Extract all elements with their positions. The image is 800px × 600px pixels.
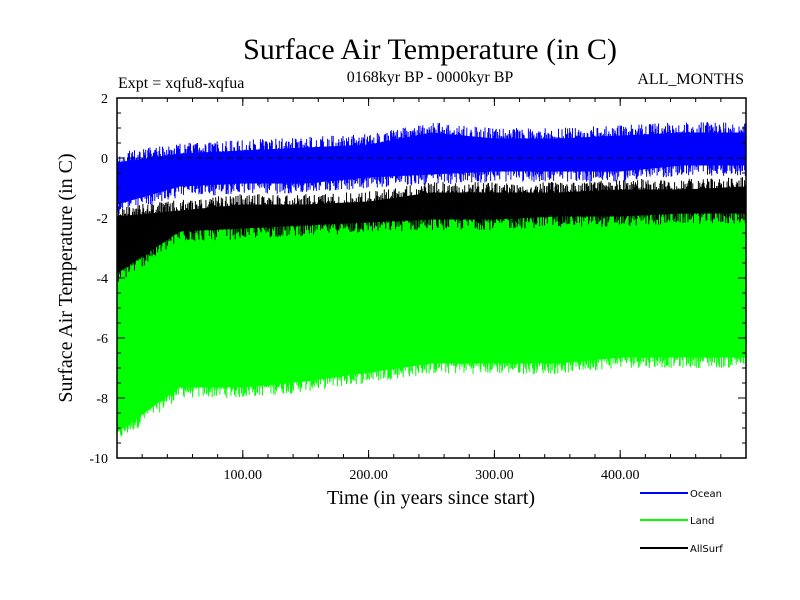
months-label: ALL_MONTHS	[637, 71, 744, 88]
y-tick-label: 0	[101, 152, 108, 167]
series-land	[116, 188, 747, 438]
x-tick-label: 400.00	[601, 468, 640, 483]
series-layer	[116, 122, 747, 438]
legend-label-ocean: Ocean	[690, 489, 722, 500]
y-tick-label: -6	[96, 332, 108, 347]
y-tick-label: -10	[89, 452, 108, 467]
y-tick-label: -8	[96, 392, 108, 407]
x-tick-label: 100.00	[224, 468, 263, 483]
ticks-layer: 2 0 -2 -4 -6 -8 -10 100.00 200.00 300.00 400.00	[89, 92, 746, 483]
x-tick-label: 200.00	[349, 468, 388, 483]
y-tick-label: -4	[96, 272, 108, 287]
legend: Ocean Land AllSurf	[640, 489, 723, 555]
chart-title: Surface Air Temperature (in C)	[243, 33, 617, 66]
y-tick-label: 2	[101, 92, 108, 107]
x-axis-label: Time (in years since start)	[327, 487, 535, 509]
legend-label-land: Land	[690, 516, 714, 527]
expt-label: Expt = xqfu8-xqfua	[118, 75, 244, 92]
x-tick-label: 300.00	[475, 468, 514, 483]
y-axis-label: Surface Air Temperature (in C)	[55, 153, 77, 402]
chart-subtitle: 0168kyr BP - 0000kyr BP	[347, 69, 514, 86]
legend-label-allsurf: AllSurf	[690, 544, 723, 555]
y-tick-label: -2	[96, 212, 108, 227]
